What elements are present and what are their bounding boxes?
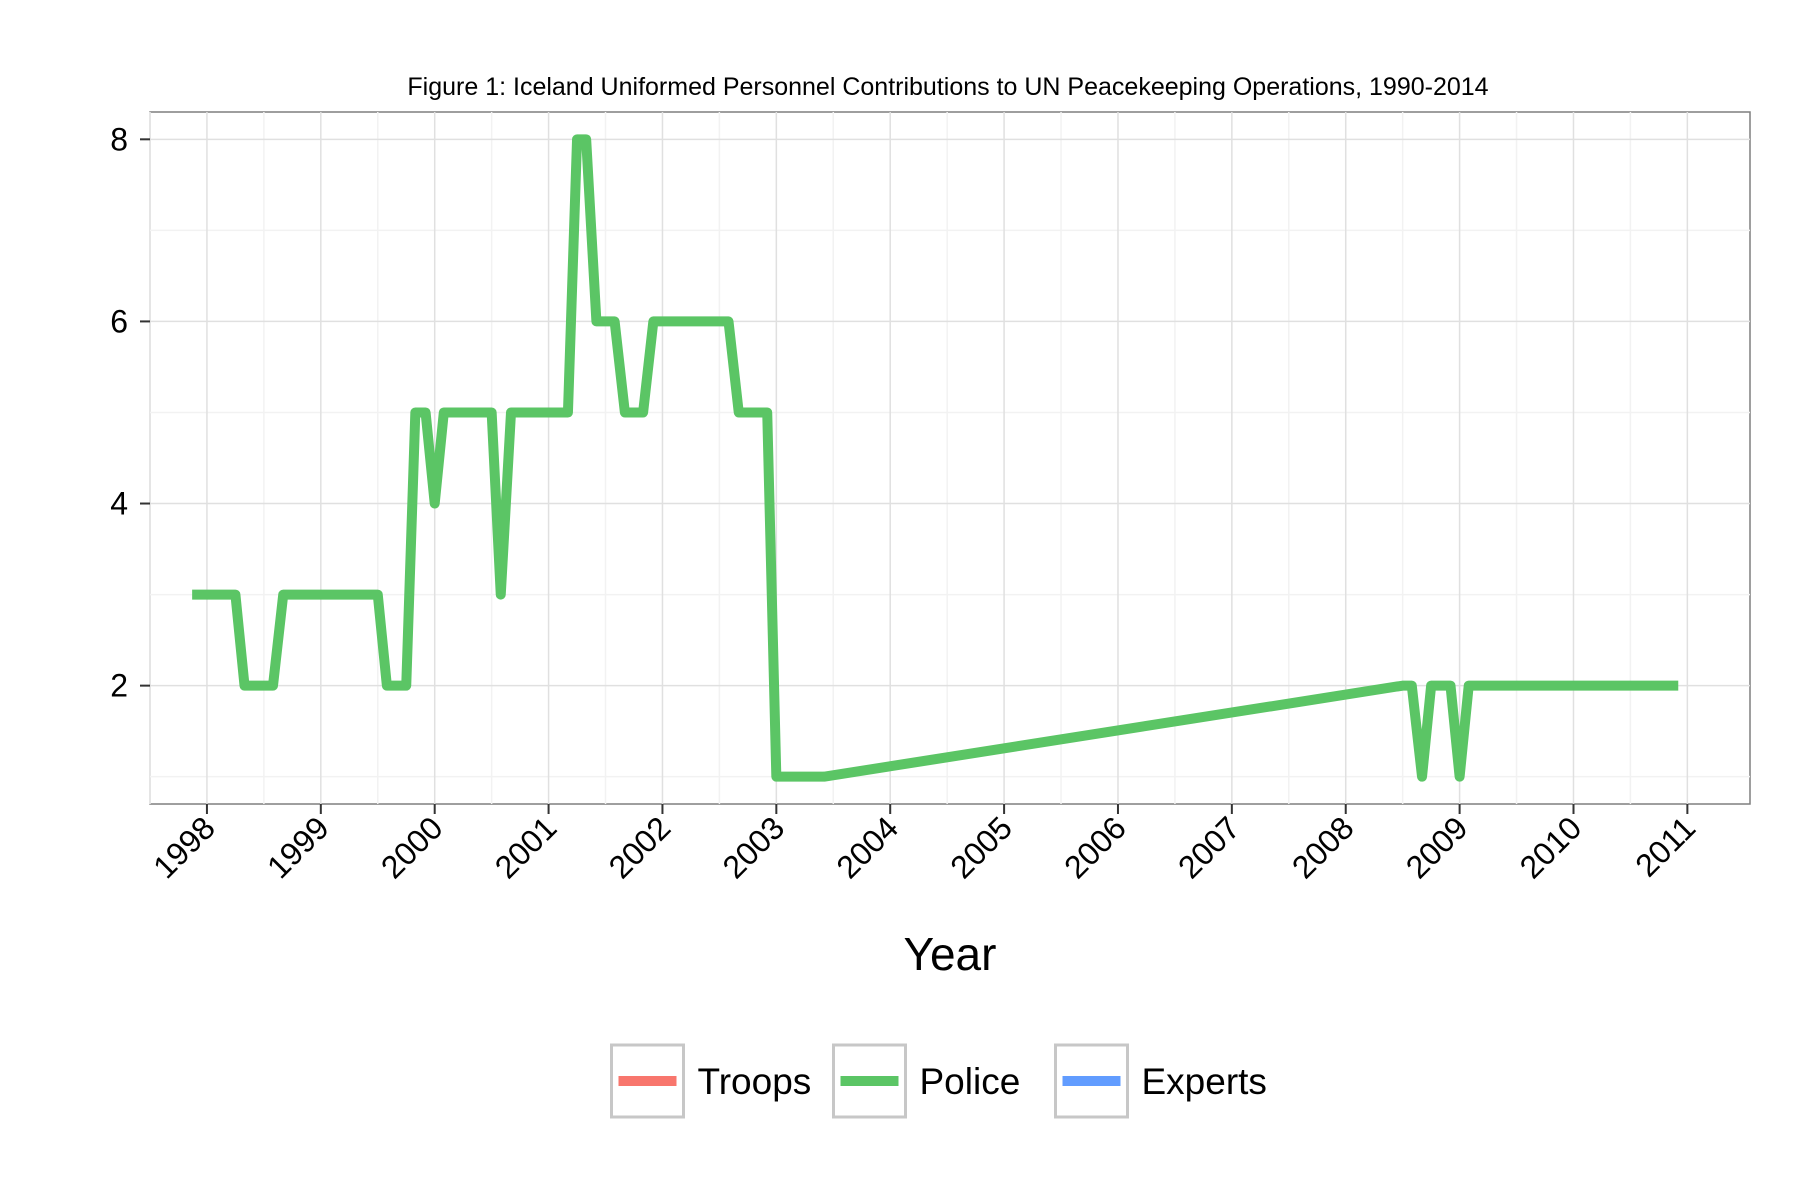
legend-label: Experts [1142, 1061, 1267, 1102]
x-tick-label: 2004 [829, 809, 905, 885]
y-tick-label: 4 [110, 486, 128, 522]
legend-label: Troops [698, 1061, 812, 1102]
chart-title: Figure 1: Iceland Uniformed Personnel Co… [407, 73, 1488, 101]
x-tick-label: 2007 [1171, 809, 1247, 885]
y-tick-label: 8 [110, 121, 128, 157]
x-axis-title: Year [904, 928, 997, 980]
legend: Troops Police Experts [610, 1043, 1267, 1119]
x-tick-label: 2002 [602, 809, 678, 885]
x-tick-label: 2011 [1628, 809, 1702, 883]
x-tick-label: 2008 [1285, 809, 1361, 885]
y-tick-label: 2 [110, 668, 128, 704]
plot-panel [149, 111, 1751, 805]
x-tick-label: 1998 [146, 809, 222, 885]
legend-label: Police [920, 1061, 1021, 1102]
x-tick-label: 2001 [488, 809, 564, 885]
series-line-police [192, 134, 1679, 782]
x-tick-label: 2005 [943, 809, 1019, 885]
legend-item-experts: Experts [1054, 1043, 1267, 1119]
x-tick-label: 2010 [1513, 809, 1589, 885]
x-tick-label: 2009 [1399, 809, 1475, 885]
x-tick-label: 2000 [374, 809, 450, 885]
y-tick-label: 6 [110, 303, 128, 339]
legend-item-police: Police [832, 1043, 1021, 1119]
x-tick-label: 2003 [715, 809, 791, 885]
series-lines [192, 134, 1679, 782]
x-tick-label: 1999 [260, 809, 336, 885]
legend-item-troops: Troops [610, 1043, 812, 1119]
x-tick-label: 2006 [1057, 809, 1133, 885]
